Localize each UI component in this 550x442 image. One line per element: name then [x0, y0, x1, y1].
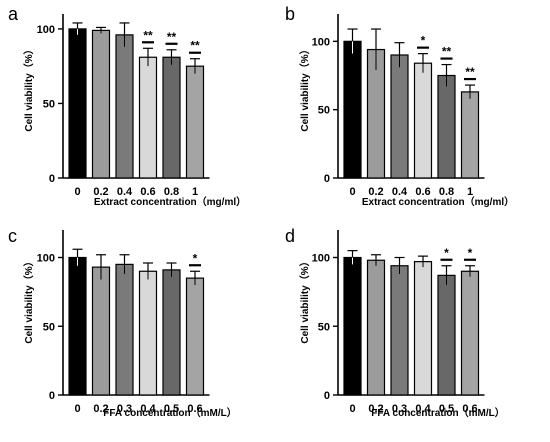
- y-tick-label: 100: [37, 253, 55, 265]
- x-axis-title: Extract concentration（mg/ml）: [362, 195, 514, 208]
- y-tick-label: 0: [49, 173, 55, 185]
- x-tick-label: 1: [467, 186, 473, 198]
- significance-mark: *: [193, 251, 198, 265]
- significance-mark: **: [190, 39, 200, 53]
- x-tick-label: 0.2: [93, 186, 108, 198]
- significance-mark: **: [143, 28, 153, 42]
- bar-0.8: [437, 74, 456, 179]
- y-tick-label: 50: [318, 105, 330, 117]
- x-tick-label: 0.8: [164, 186, 179, 198]
- bar-0.6: [413, 62, 433, 179]
- x-tick-label: 0: [74, 186, 80, 198]
- bar-0.3: [115, 263, 134, 396]
- x-tick-label: 0.2: [368, 186, 383, 198]
- bar-0: [68, 256, 87, 396]
- bar-0: [343, 40, 362, 179]
- bar-0.2: [366, 259, 386, 396]
- bar-0: [343, 256, 362, 396]
- significance-mark: *: [468, 246, 473, 260]
- x-tick-label: 0.6: [415, 186, 430, 198]
- y-tick-label: 0: [324, 173, 330, 185]
- x-tick-label: 0.6: [187, 403, 202, 415]
- bar-0.4: [413, 261, 433, 396]
- bar-0.8: [162, 56, 181, 179]
- panel-letter: a: [8, 4, 19, 24]
- y-axis-title: Cell viability（%）: [298, 44, 311, 131]
- x-tick-label: 0.4: [117, 186, 133, 198]
- x-tick-label: 0.4: [415, 403, 431, 415]
- significance-mark: *: [421, 34, 426, 48]
- bar-0.5: [162, 269, 181, 396]
- significance-mark: **: [167, 30, 177, 44]
- bar-0.6: [460, 270, 480, 396]
- bar-0.5: [437, 274, 456, 396]
- panel-letter: d: [285, 226, 295, 246]
- x-tick-label: 0.2: [93, 403, 108, 415]
- x-tick-label: 0.8: [439, 186, 454, 198]
- y-tick-label: 50: [318, 321, 330, 333]
- significance-mark: *: [444, 246, 449, 260]
- bar-0: [68, 28, 87, 179]
- x-axis-title: Extract concentration（mg/ml）: [94, 195, 246, 208]
- y-tick-label: 50: [43, 321, 55, 333]
- y-tick-label: 0: [324, 390, 330, 402]
- x-tick-label: 0.4: [140, 403, 156, 415]
- bar-0.2: [91, 29, 111, 179]
- panel-letter: b: [285, 4, 295, 24]
- x-tick-label: 1: [192, 186, 198, 198]
- x-tick-label: 0: [349, 186, 355, 198]
- y-tick-label: 100: [312, 253, 330, 265]
- x-axis-title: FFA concentration（mM/L）: [371, 406, 505, 419]
- x-tick-label: 0.3: [392, 403, 407, 415]
- y-axis-title: Cell viability（%）: [298, 256, 311, 343]
- bar-0.6: [185, 277, 205, 396]
- y-tick-label: 100: [312, 36, 330, 48]
- y-tick-label: 0: [49, 390, 55, 402]
- y-axis-title: Cell viability（%）: [22, 44, 35, 131]
- x-tick-label: 0.5: [439, 403, 454, 415]
- bar-0.4: [138, 270, 158, 396]
- bar-0.4: [115, 34, 134, 179]
- bar-0.3: [390, 265, 409, 396]
- x-axis-title: FFA concentration（mM/L）: [103, 406, 237, 419]
- x-tick-label: 0.2: [368, 403, 383, 415]
- y-tick-label: 100: [37, 24, 55, 36]
- x-tick-label: 0.3: [117, 403, 132, 415]
- bar-0.2: [91, 266, 111, 396]
- y-tick-label: 50: [43, 98, 55, 110]
- significance-mark: **: [465, 65, 475, 79]
- significance-mark: **: [442, 45, 452, 59]
- bar-0.4: [390, 54, 409, 179]
- y-axis-title: Cell viability（%）: [22, 256, 35, 343]
- bar-1: [185, 65, 205, 179]
- x-tick-label: 0.6: [462, 403, 477, 415]
- x-tick-label: 0.5: [164, 403, 179, 415]
- x-tick-label: 0.4: [392, 186, 408, 198]
- x-tick-label: 0: [349, 403, 355, 415]
- x-tick-label: 0: [74, 403, 80, 415]
- x-tick-label: 0.6: [140, 186, 155, 198]
- bar-0.6: [138, 56, 158, 179]
- panel-letter: c: [8, 226, 17, 246]
- bar-1: [460, 91, 480, 179]
